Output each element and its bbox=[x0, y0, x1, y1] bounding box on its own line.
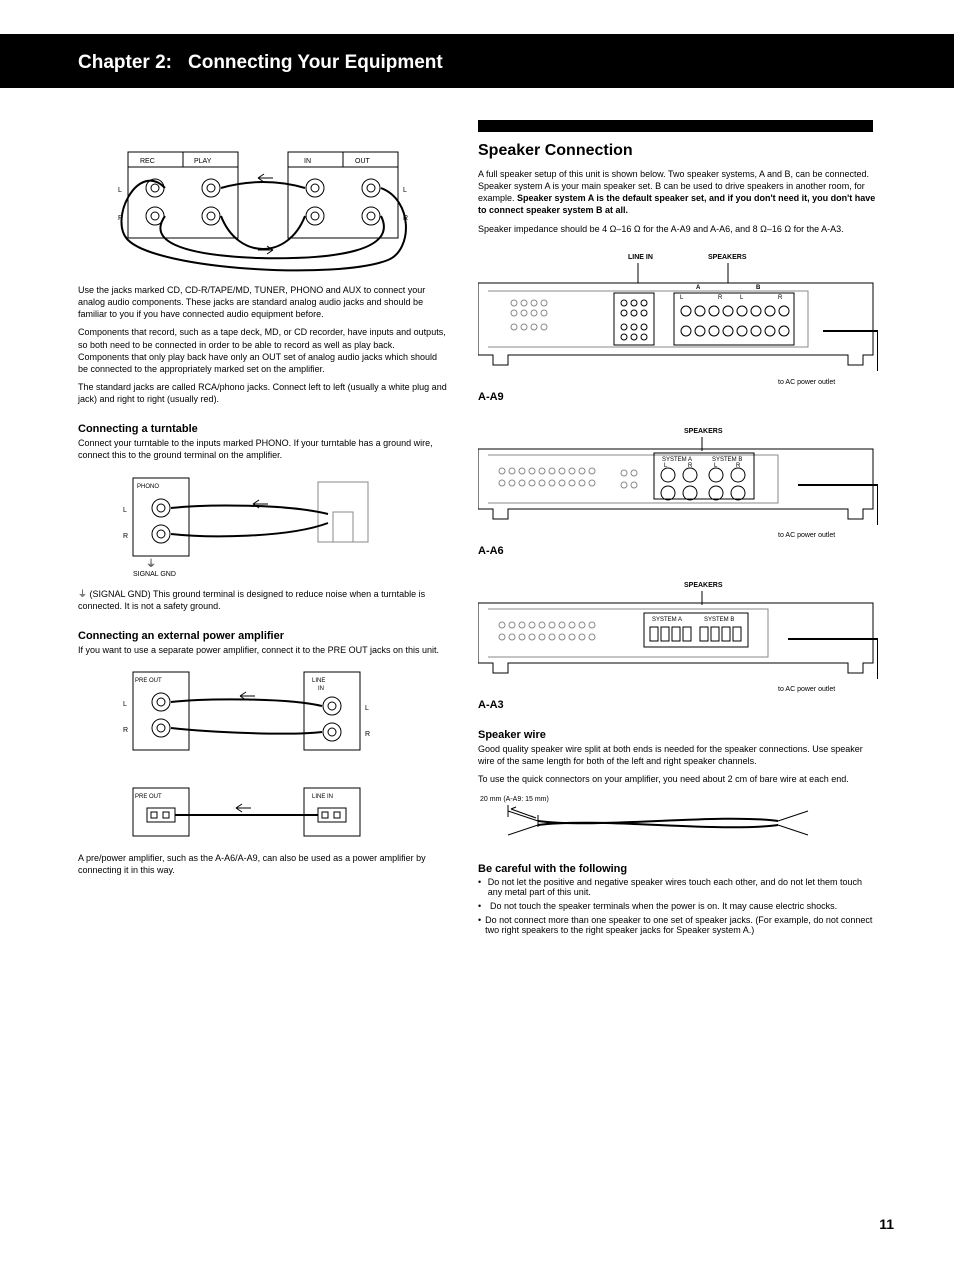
svg-text:PRE OUT: PRE OUT bbox=[135, 794, 162, 800]
strip-para: To use the quick connectors on your ampl… bbox=[478, 773, 878, 785]
svg-text:L: L bbox=[740, 295, 744, 301]
rec-play-diagram: REC PLAY L R IN OUT L R bbox=[78, 110, 418, 280]
svg-text:L: L bbox=[403, 187, 407, 194]
svg-text:to AC power outlet: to AC power outlet bbox=[778, 686, 835, 693]
svg-text:L: L bbox=[123, 701, 127, 708]
svg-text:SPEAKERS: SPEAKERS bbox=[684, 582, 723, 589]
svg-text:LINE: LINE bbox=[312, 678, 325, 684]
svg-text:IN: IN bbox=[318, 686, 324, 692]
page-number: 11 bbox=[879, 1216, 894, 1232]
svg-text:L: L bbox=[123, 507, 127, 514]
chapter-header-bar: Chapter 2: Connecting Your Equipment bbox=[0, 34, 954, 88]
model-a6: A-A6 bbox=[478, 545, 504, 557]
svg-text:R: R bbox=[688, 463, 693, 469]
preamp-heading: Connecting an external power amplifier bbox=[78, 630, 448, 642]
rca-note: The standard jacks are called RCA/phono … bbox=[78, 381, 448, 405]
careful-item: Do not connect more than one speaker to … bbox=[485, 915, 878, 935]
intro-para-2: Components that record, such as a tape d… bbox=[78, 326, 448, 375]
play-label: PLAY bbox=[194, 158, 212, 165]
svg-text:PHONO: PHONO bbox=[137, 484, 159, 490]
phono-diagram: PHONO L R SIGNAL GND ⏚ bbox=[78, 468, 418, 588]
preamp-note: A pre/power amplifier, such as the A-A6/… bbox=[78, 852, 448, 876]
svg-text:R: R bbox=[123, 727, 128, 734]
wire-para: Good quality speaker wire split at both … bbox=[478, 743, 878, 767]
model-a3: A-A3 bbox=[478, 699, 504, 711]
chapter-number: Chapter 2: bbox=[78, 52, 172, 74]
svg-text:PRE OUT: PRE OUT bbox=[135, 678, 162, 684]
svg-text:L: L bbox=[680, 295, 684, 301]
svg-text:20 mm (A-A9: 15 mm): 20 mm (A-A9: 15 mm) bbox=[480, 796, 549, 803]
right-column: Speaker Connection A full speaker setup … bbox=[478, 110, 878, 939]
preout-diagram-a: PRE OUT L R LINE IN L R bbox=[78, 662, 418, 772]
phono-para: Connect your turntable to the inputs mar… bbox=[78, 437, 448, 461]
phono-note: ⏚ (SIGNAL GND) This ground terminal is d… bbox=[78, 588, 448, 612]
svg-text:L: L bbox=[365, 705, 369, 712]
rear-a6-diagram: SPEAKERS SYSTEM A SYSTEM B L R L R to bbox=[478, 415, 878, 545]
careful-list: •Do not let the positive and negative sp… bbox=[478, 877, 878, 935]
svg-text:LINE IN: LINE IN bbox=[628, 254, 653, 261]
rear-a3-diagram: SPEAKERS SYSTEM A SYSTEM B to AC power o… bbox=[478, 569, 878, 699]
svg-text:LINE IN: LINE IN bbox=[312, 794, 333, 800]
preout-diagram-b: PRE OUT LINE IN bbox=[78, 772, 418, 852]
svg-text:SYSTEM A: SYSTEM A bbox=[652, 617, 682, 623]
svg-text:L: L bbox=[118, 187, 122, 194]
careful-heading: Be careful with the following bbox=[478, 863, 878, 875]
svg-text:R: R bbox=[736, 463, 741, 469]
svg-text:R: R bbox=[778, 295, 783, 301]
svg-text:B: B bbox=[756, 285, 761, 291]
svg-text:to AC power outlet: to AC power outlet bbox=[778, 532, 835, 539]
wire-strip-diagram: 20 mm (A-A9: 15 mm) bbox=[478, 791, 838, 851]
in-label: IN bbox=[304, 158, 311, 165]
svg-text:R: R bbox=[365, 731, 370, 738]
svg-text:SPEAKERS: SPEAKERS bbox=[708, 254, 747, 261]
svg-text:SYSTEM B: SYSTEM B bbox=[704, 617, 734, 623]
svg-text:R: R bbox=[123, 533, 128, 540]
speaker-heading: Speaker Connection bbox=[478, 142, 878, 160]
svg-text:R: R bbox=[718, 295, 723, 301]
intro-para-1: Use the jacks marked CD, CD-R/TAPE/MD, T… bbox=[78, 284, 448, 320]
speaker-para-2: Speaker impedance should be 4 Ω–16 Ω for… bbox=[478, 223, 878, 235]
phono-heading: Connecting a turntable bbox=[78, 423, 448, 435]
preamp-para: If you want to use a separate power ampl… bbox=[78, 644, 448, 656]
model-a9: A-A9 bbox=[478, 391, 504, 403]
svg-text:A: A bbox=[696, 285, 701, 291]
chapter-title: Connecting Your Equipment bbox=[188, 52, 443, 74]
careful-item: Do not let the positive and negative spe… bbox=[488, 877, 878, 897]
careful-item: Do not touch the speaker terminals when … bbox=[490, 901, 837, 911]
left-column: REC PLAY L R IN OUT L R Use the jacks ma… bbox=[78, 110, 448, 882]
wire-heading: Speaker wire bbox=[478, 729, 878, 741]
speaker-para-1: A full speaker setup of this unit is sho… bbox=[478, 168, 878, 217]
rear-a9-diagram: LINE IN SPEAKERS L R L R A B bbox=[478, 241, 878, 391]
svg-text:to AC power outlet: to AC power outlet bbox=[778, 379, 835, 386]
svg-text:SPEAKERS: SPEAKERS bbox=[684, 428, 723, 435]
ground-icon: ⏚ bbox=[146, 558, 156, 570]
rec-label: REC bbox=[140, 158, 155, 165]
out-label: OUT bbox=[355, 158, 371, 165]
svg-text:SIGNAL GND: SIGNAL GND bbox=[133, 571, 176, 578]
